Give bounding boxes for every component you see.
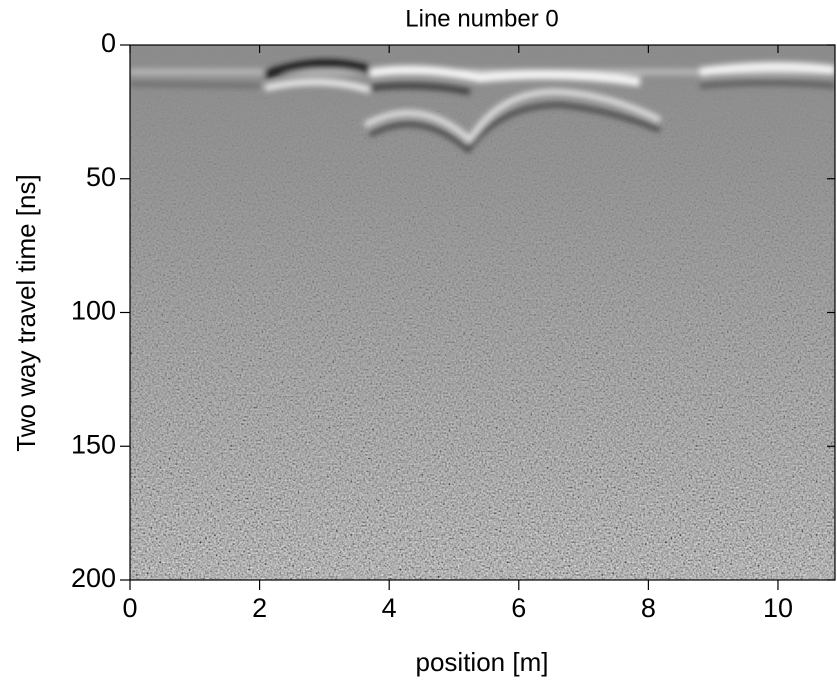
radargram xyxy=(130,45,835,580)
x-tick-label: 8 xyxy=(641,593,656,623)
y-tick-label: 200 xyxy=(71,563,116,593)
y-tick-label: 100 xyxy=(71,296,116,326)
y-tick-label: 50 xyxy=(86,162,116,192)
y-tick-label: 150 xyxy=(71,429,116,459)
x-tick-label: 10 xyxy=(763,593,793,623)
chart-title: Line number 0 xyxy=(405,5,558,32)
x-tick-label: 4 xyxy=(382,593,397,623)
x-tick-label: 0 xyxy=(122,593,137,623)
x-tick-label: 6 xyxy=(511,593,526,623)
reflections xyxy=(130,59,835,154)
y-axis-label: Two way travel time [ns] xyxy=(11,174,41,451)
x-tick-label: 2 xyxy=(252,593,267,623)
x-axis-label: position [m] xyxy=(416,647,549,677)
y-tick-label: 0 xyxy=(101,28,116,58)
